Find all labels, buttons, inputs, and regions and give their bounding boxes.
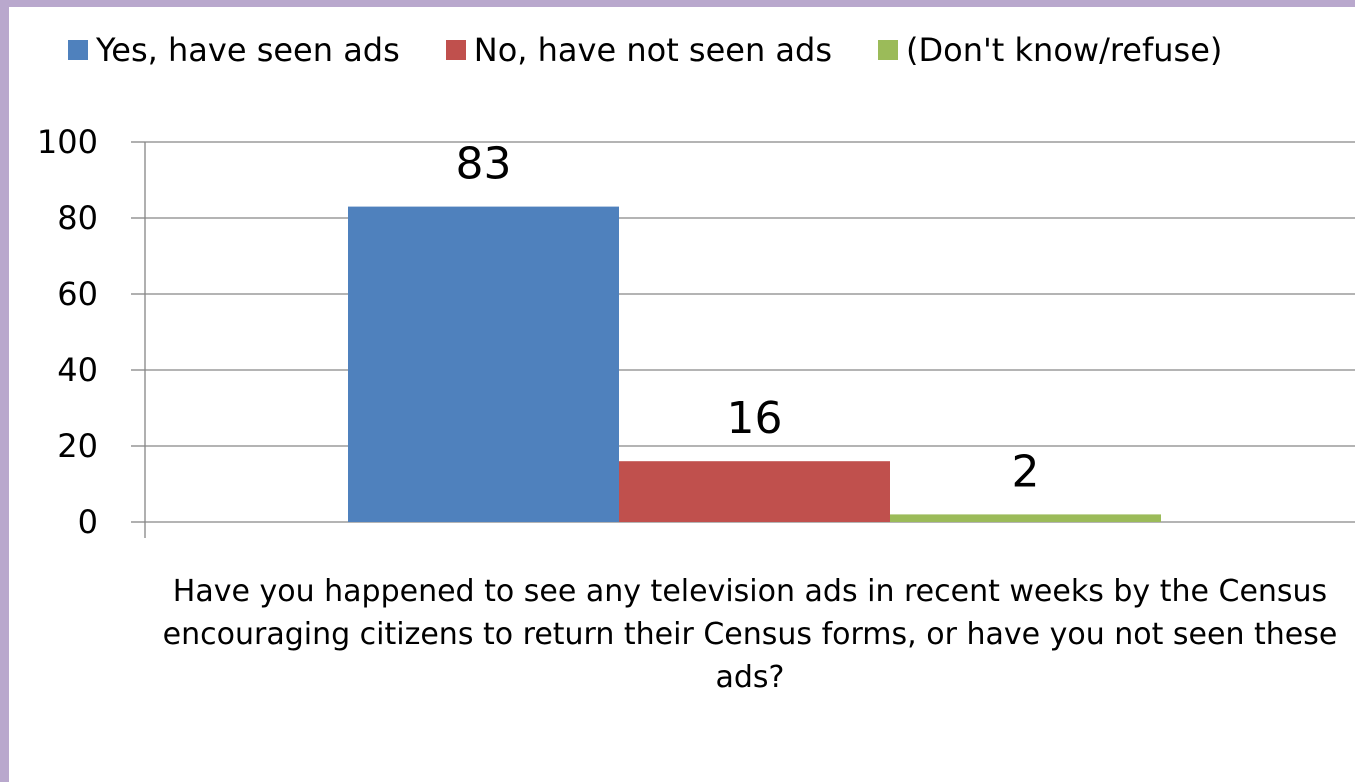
y-tick-label: 60 xyxy=(57,275,98,313)
category-label: Have you happened to see any television … xyxy=(162,574,1338,695)
legend-swatch-no xyxy=(445,40,466,60)
y-tick-label: 40 xyxy=(57,351,98,389)
y-tick-label: 0 xyxy=(78,503,98,541)
y-tick-label: 20 xyxy=(57,427,98,465)
legend-swatch-yes xyxy=(68,40,88,60)
data-label-1: 83 xyxy=(456,139,512,190)
legend-item-dont-know: (Don't know/refuse) xyxy=(878,31,1222,69)
legend-label-yes: Yes, have seen ads xyxy=(96,31,400,69)
data-label-3: 2 xyxy=(1012,446,1040,497)
legend-label-no: No, have not seen ads xyxy=(473,31,832,69)
data-label-2: 16 xyxy=(727,393,783,444)
bar-2 xyxy=(619,461,890,522)
y-tick-label: 80 xyxy=(57,199,98,237)
bar-1 xyxy=(348,206,619,522)
y-tick-label: 100 xyxy=(37,123,98,161)
legend-item-yes: Yes, have seen ads xyxy=(68,31,400,69)
legend-label-dont-know: (Don't know/refuse) xyxy=(906,31,1223,69)
bar-3 xyxy=(890,514,1161,522)
legend-swatch-dont-know xyxy=(878,40,898,60)
legend-item-no: No, have not seen ads xyxy=(445,31,832,69)
legend: Yes, have seen ads No, have not seen ads… xyxy=(68,28,1222,72)
